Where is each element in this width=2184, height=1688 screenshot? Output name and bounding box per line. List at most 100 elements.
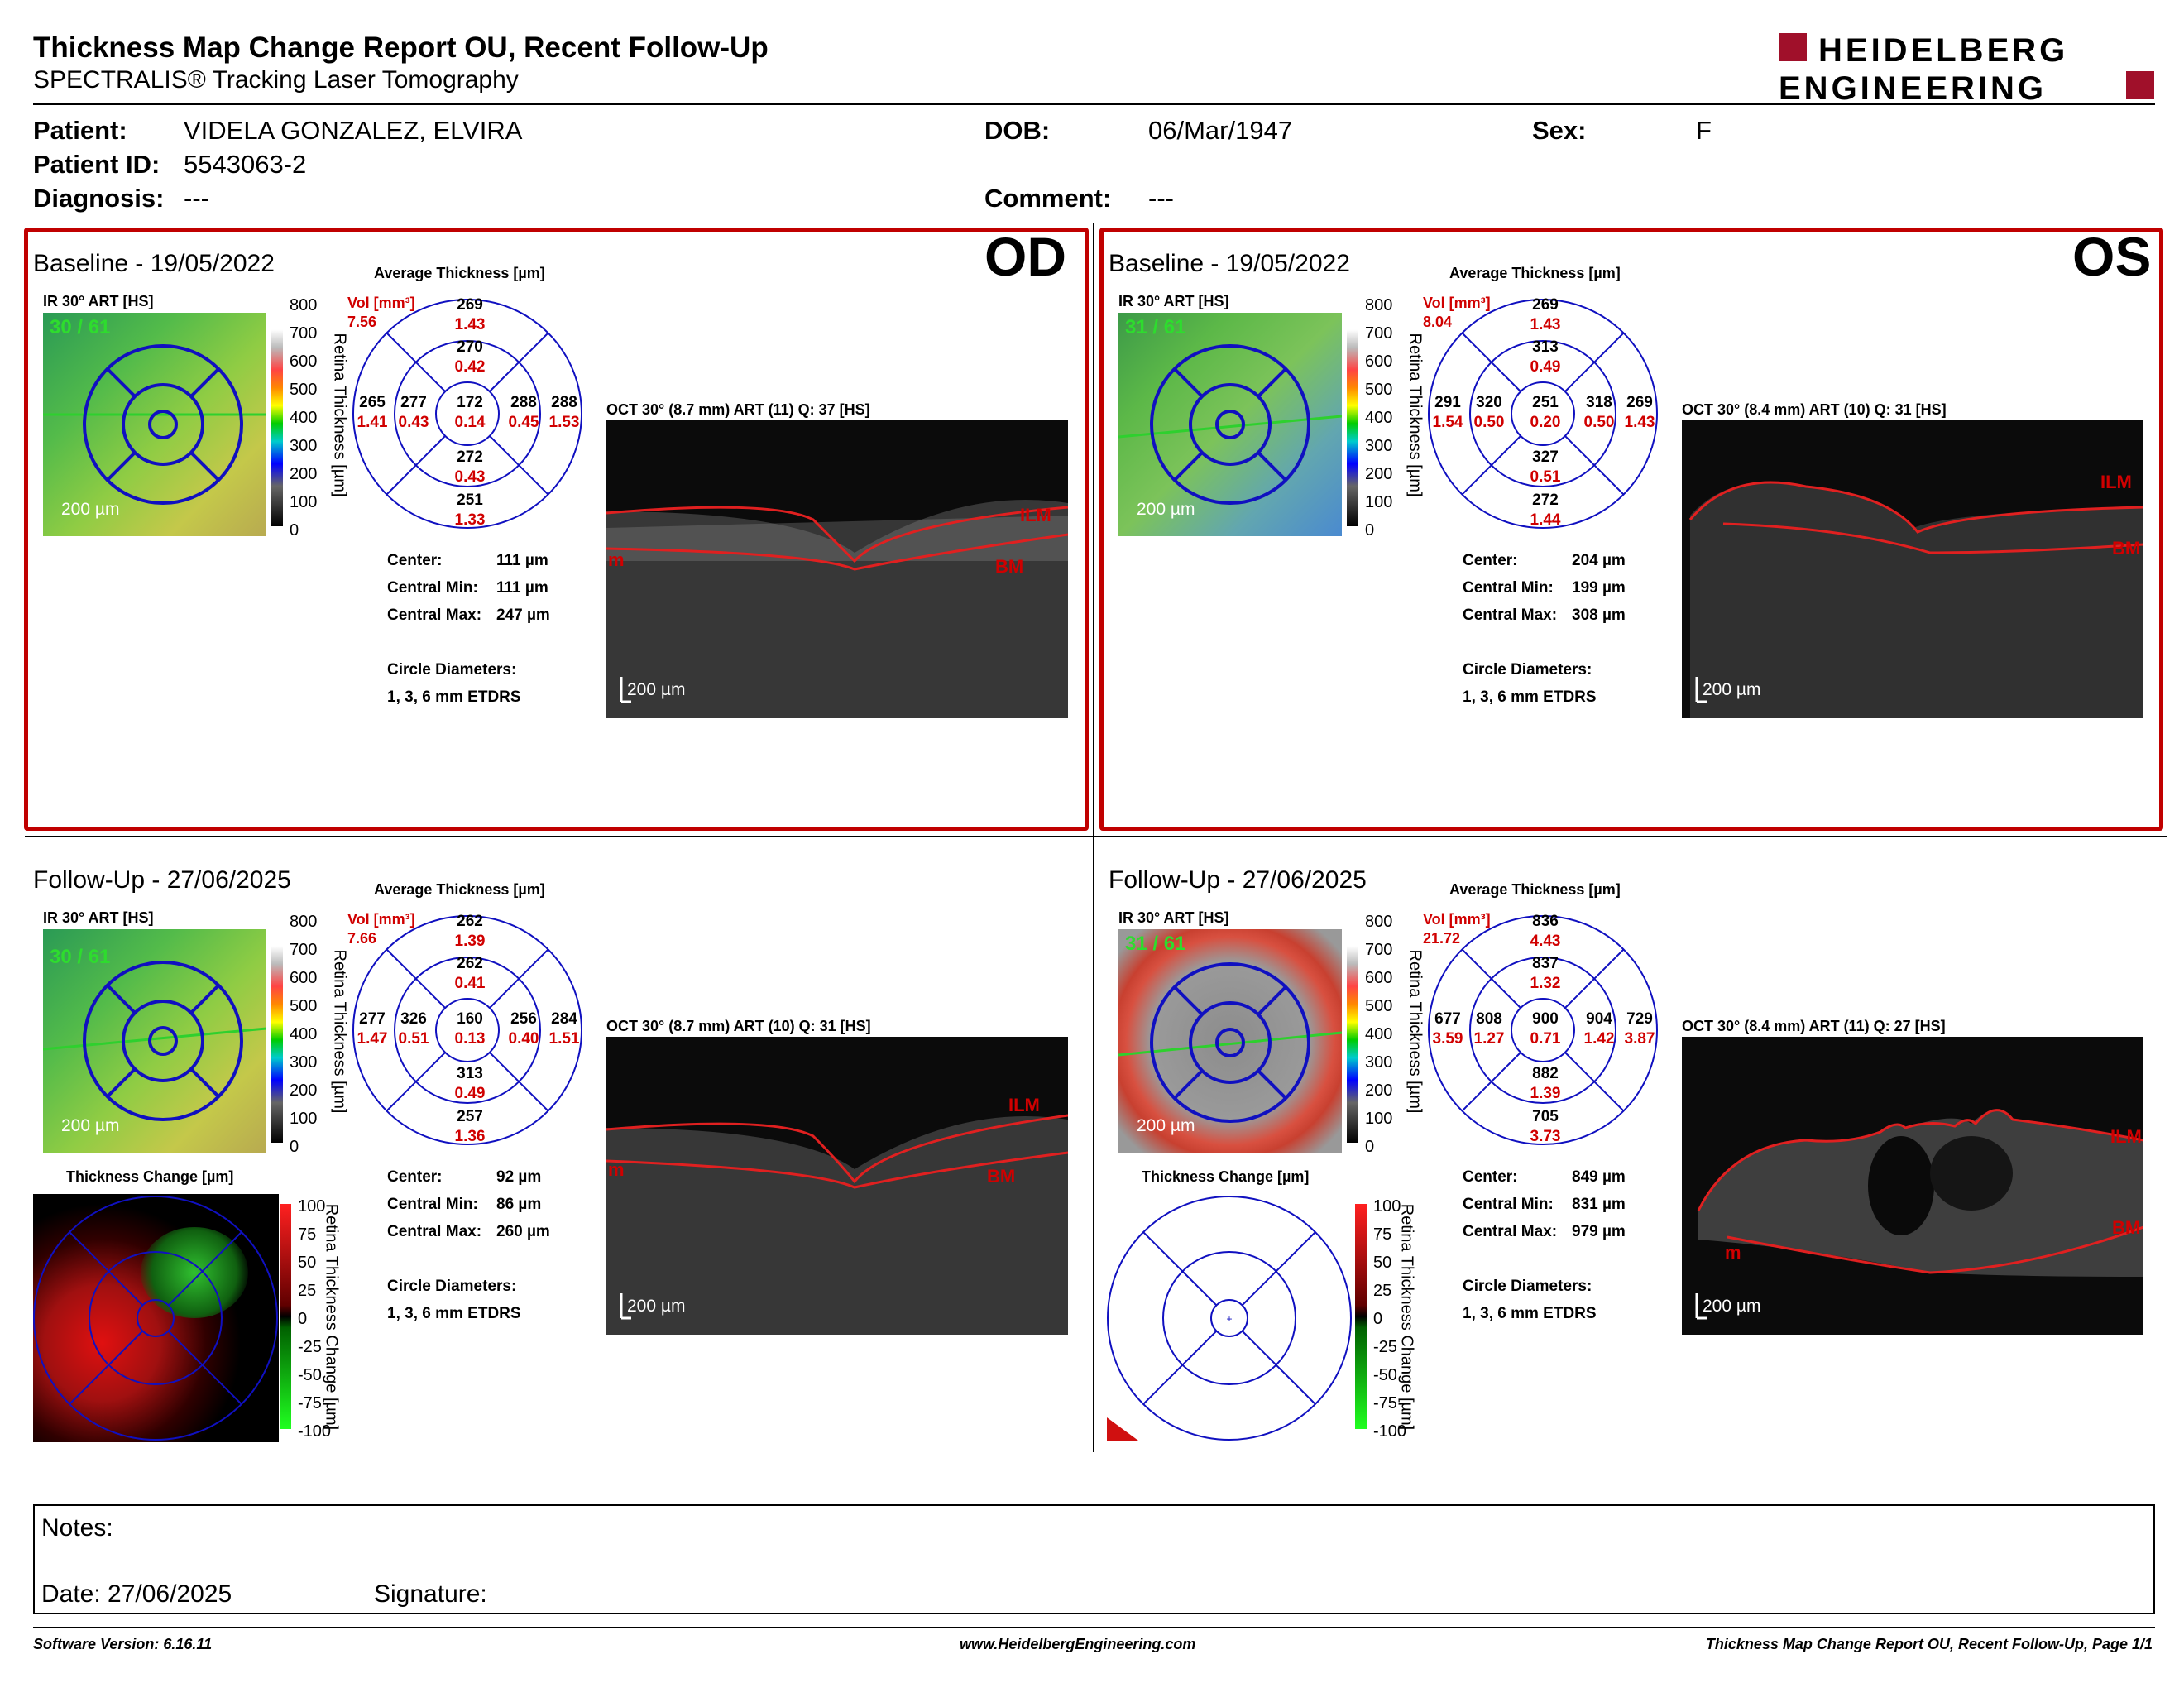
ir-vol: 1.42 bbox=[1583, 1030, 1615, 1048]
od-baseline-cmax-label: Central Max: bbox=[387, 607, 482, 624]
il-um: 320 bbox=[1476, 394, 1502, 411]
it-vol: 0.42 bbox=[454, 358, 486, 376]
od-change-axis-label: Retina Thickness Change [µm] bbox=[322, 1203, 341, 1431]
od-baseline-oct-label: OCT 30° (8.7 mm) ART (11) Q: 37 [HS] bbox=[606, 401, 870, 418]
tick-50: 50 bbox=[298, 1254, 317, 1272]
tick-25: 25 bbox=[1373, 1282, 1392, 1300]
od-baseline-ib: 272 0.43 bbox=[453, 448, 486, 487]
notes-box[interactable]: Notes: Date: 27/06/2025 Signature: bbox=[33, 1504, 2155, 1614]
os-baseline-circle-label: Circle Diameters: bbox=[1463, 661, 1592, 679]
os-followup-ir-label: IR 30° ART [HS] bbox=[1118, 909, 1229, 926]
tick-0: 0 bbox=[290, 521, 299, 539]
od-followup-ib: 313 0.49 bbox=[453, 1064, 486, 1104]
od-baseline-ir-label: IR 30° ART [HS] bbox=[43, 293, 154, 309]
od-followup-cmin-label: Central Min: bbox=[387, 1196, 478, 1213]
od-followup-vol-label: Vol [mm³] bbox=[347, 911, 415, 928]
tick-200: 200 bbox=[1365, 465, 1393, 483]
tick-neg50: -50 bbox=[298, 1366, 322, 1384]
od-baseline-vol-label: Vol [mm³] bbox=[347, 295, 415, 311]
tick-400: 400 bbox=[1365, 1025, 1393, 1043]
il-vol: 0.43 bbox=[398, 414, 429, 431]
os-baseline-frame bbox=[1099, 228, 2163, 831]
it-vol: 0.49 bbox=[1530, 358, 1561, 376]
od-followup-center-label: Center: bbox=[387, 1168, 443, 1186]
footer-page-info: Thickness Map Change Report OU, Recent F… bbox=[1705, 1636, 2153, 1652]
ot-vol: 1.43 bbox=[1530, 316, 1561, 333]
os-followup-vol-label: Vol [mm³] bbox=[1423, 911, 1491, 928]
od-baseline-circle-label: Circle Diameters: bbox=[387, 661, 517, 679]
c-um: 900 bbox=[1532, 1010, 1559, 1028]
os-baseline-ol: 291 1.54 bbox=[1431, 393, 1464, 433]
tick-100: 100 bbox=[1373, 1197, 1401, 1216]
tick-25: 25 bbox=[298, 1282, 317, 1300]
tick-0: 0 bbox=[1373, 1310, 1383, 1328]
tick-400: 400 bbox=[290, 409, 318, 427]
ir-vol: 0.45 bbox=[508, 414, 539, 431]
tick-0: 0 bbox=[298, 1310, 308, 1328]
os-baseline-ir-thickness-map: 31 / 61 200 µm bbox=[1118, 313, 1342, 536]
tick-neg75: -75 bbox=[298, 1394, 322, 1412]
od-followup-ob: 257 1.36 bbox=[453, 1107, 486, 1147]
or-vol: 1.51 bbox=[548, 1030, 580, 1048]
patient-name: VIDELA GONZALEZ, ELVIRA bbox=[184, 116, 523, 145]
od-followup-ilm: ILM bbox=[1008, 1095, 1040, 1115]
c-vol: 0.14 bbox=[454, 414, 486, 431]
od-followup-ir-thickness-map: 30 / 61 200 µm bbox=[43, 929, 266, 1153]
os-followup-scale-axis-label: Retina Thickness [µm] bbox=[1406, 949, 1425, 1114]
os-baseline-cmax-label: Central Max: bbox=[1463, 607, 1558, 624]
od-followup-cmin-value: 86 µm bbox=[496, 1196, 542, 1213]
os-followup-center-label: Center: bbox=[1463, 1168, 1518, 1186]
ob-vol: 1.33 bbox=[454, 511, 486, 529]
footer-website[interactable]: www.HeidelbergEngineering.com bbox=[960, 1636, 1196, 1652]
ol-vol: 1.41 bbox=[357, 414, 388, 431]
tick-700: 700 bbox=[290, 324, 318, 343]
os-baseline-etdrs-grid bbox=[1423, 294, 1663, 534]
od-followup-m: m bbox=[608, 1159, 625, 1180]
tick-600: 600 bbox=[1365, 352, 1393, 371]
os-baseline-fixation: 31 / 61 bbox=[1125, 316, 1186, 338]
tick-700: 700 bbox=[290, 941, 318, 959]
os-followup-ol: 677 3.59 bbox=[1431, 1009, 1464, 1049]
date-label: Date: 27/06/2025 bbox=[41, 1580, 232, 1608]
ib-um: 327 bbox=[1532, 448, 1559, 466]
os-baseline-color-scale bbox=[1347, 303, 1358, 526]
patient-label: Patient: bbox=[33, 116, 127, 145]
ol-vol: 1.54 bbox=[1432, 414, 1463, 431]
od-baseline-ir-scalebar: 200 µm bbox=[61, 500, 120, 519]
c-um: 160 bbox=[457, 1010, 483, 1028]
os-baseline-ot: 269 1.43 bbox=[1529, 295, 1562, 335]
ib-um: 313 bbox=[457, 1065, 483, 1082]
c-vol: 0.20 bbox=[1530, 414, 1561, 431]
od-followup-center-value: 92 µm bbox=[496, 1168, 542, 1186]
os-followup-fixation: 31 / 61 bbox=[1125, 933, 1186, 955]
il-um: 326 bbox=[400, 1010, 427, 1028]
od-followup-cmax-value: 260 µm bbox=[496, 1223, 550, 1240]
tick-500: 500 bbox=[290, 381, 318, 399]
os-baseline-ib: 327 0.51 bbox=[1529, 448, 1562, 487]
it-um: 837 bbox=[1532, 955, 1559, 972]
os-followup-oct-scalebar: 200 µm bbox=[1703, 1297, 1761, 1316]
od-baseline-vol-value: 7.56 bbox=[347, 314, 377, 330]
os-followup-ir-thickness-map: 31 / 61 200 µm bbox=[1118, 929, 1342, 1153]
od-baseline-oct-scalebar: 200 µm bbox=[627, 680, 686, 699]
report-title: Thickness Map Change Report OU, Recent F… bbox=[33, 31, 769, 64]
od-followup-ot: 262 1.39 bbox=[453, 912, 486, 952]
ot-um: 269 bbox=[457, 296, 483, 314]
od-followup-circle-value: 1, 3, 6 mm ETDRS bbox=[387, 1305, 521, 1322]
os-baseline-cmin-label: Central Min: bbox=[1463, 579, 1554, 597]
tick-800: 800 bbox=[290, 296, 318, 314]
ob-vol: 1.44 bbox=[1530, 511, 1561, 529]
od-change-label: Thickness Change [µm] bbox=[66, 1168, 234, 1185]
od-baseline-or: 288 1.53 bbox=[548, 393, 581, 433]
od-baseline-title: Baseline - 19/05/2022 bbox=[33, 250, 275, 277]
os-baseline-ilm: ILM bbox=[2100, 472, 2132, 492]
od-baseline-ir-thickness-map: 30 / 61 200 µm bbox=[43, 313, 266, 536]
tick-neg25: -25 bbox=[298, 1338, 322, 1356]
od-baseline-c: 172 0.14 bbox=[453, 393, 486, 433]
ir-um: 318 bbox=[1586, 394, 1612, 411]
it-vol: 0.41 bbox=[454, 975, 486, 992]
ir-um: 904 bbox=[1586, 1010, 1612, 1028]
tick-600: 600 bbox=[290, 969, 318, 987]
os-baseline-cmin-value: 199 µm bbox=[1572, 579, 1626, 597]
it-um: 313 bbox=[1532, 338, 1559, 356]
